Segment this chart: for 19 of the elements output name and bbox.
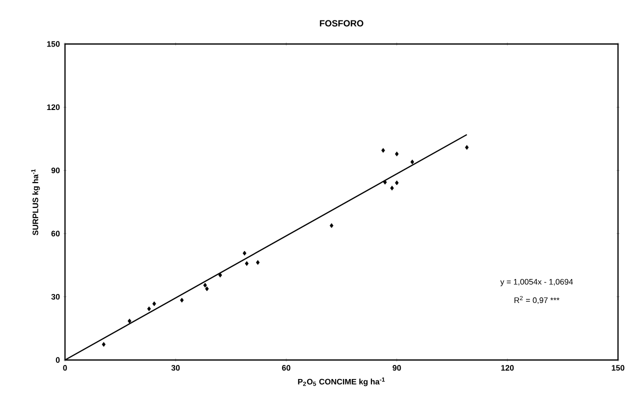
point [128,318,132,324]
point [218,272,222,278]
point [147,306,151,312]
point [256,260,260,265]
point [394,152,399,156]
point [205,286,209,292]
point [330,223,334,228]
point [152,301,156,306]
point [203,282,207,288]
point [180,298,184,303]
point [381,148,386,153]
point [242,250,246,256]
point [102,342,106,347]
chart-title: FOSFORO [320,20,364,27]
point [394,180,399,186]
point [244,261,249,266]
point [390,186,394,190]
point [465,145,469,150]
point [410,160,414,164]
